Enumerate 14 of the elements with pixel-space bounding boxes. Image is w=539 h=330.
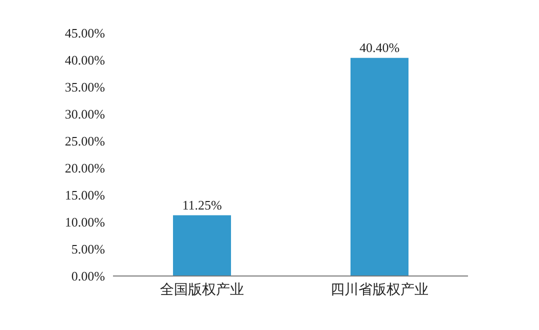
y-tick-label: 25.00% [64,134,106,149]
data-label: 40.40% [359,40,400,55]
y-tick-label: 5.00% [71,242,106,257]
y-tick-label: 40.00% [64,52,106,68]
y-tick-label: 10.00% [64,214,106,230]
y-tick-label: 45.00% [64,26,106,41]
y-tick-label: 35.00% [64,80,106,95]
y-tick-label: 0.00% [71,268,106,284]
y-tick-label: 15.00% [64,188,106,203]
y-tick-label: 30.00% [64,106,106,122]
x-tick-label: 全国版权产业 [160,282,244,298]
x-tick-label: 四川省版权产业 [330,282,428,298]
y-tick-label: 20.00% [64,160,106,176]
data-label: 11.25% [182,197,222,212]
